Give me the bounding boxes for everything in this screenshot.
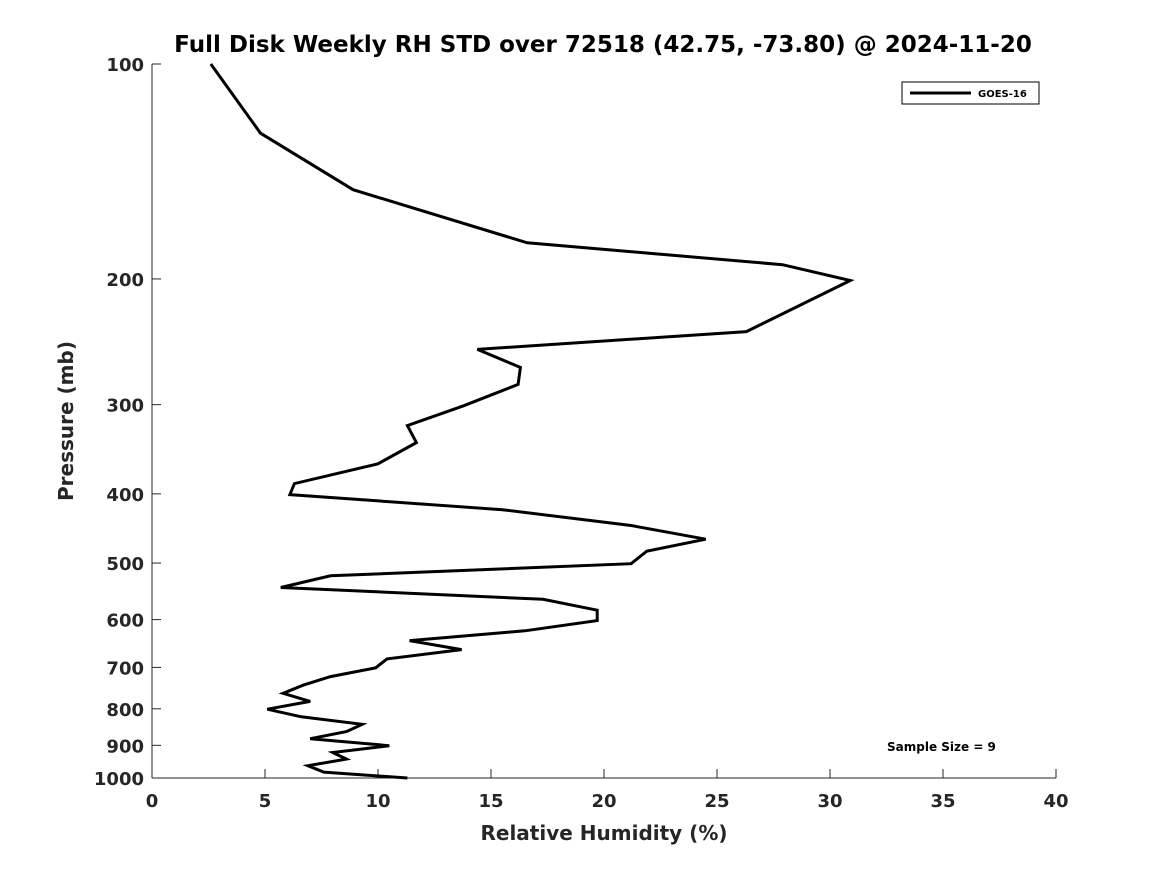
x-axis-ticks: 0 5 10 15 20 25 30 35 40 bbox=[146, 769, 1069, 812]
y-tick-label: 100 bbox=[106, 55, 144, 76]
x-tick-label: 10 bbox=[365, 791, 390, 812]
x-tick-label: 40 bbox=[1043, 791, 1068, 812]
series-line-goes16 bbox=[209, 63, 855, 780]
y-axis-label: Pressure (mb) bbox=[54, 341, 78, 501]
y-tick-label: 300 bbox=[106, 396, 144, 417]
y-tick-label: 800 bbox=[106, 700, 144, 721]
y-axis-ticks: 100 200 300 400 500 600 700 800 900 1000 bbox=[94, 55, 161, 790]
x-tick-label: 35 bbox=[930, 791, 955, 812]
y-tick-label: 400 bbox=[106, 485, 144, 506]
y-tick-label: 500 bbox=[106, 554, 144, 575]
y-tick-label: 700 bbox=[106, 658, 144, 679]
x-tick-label: 25 bbox=[704, 791, 729, 812]
x-tick-label: 15 bbox=[478, 791, 503, 812]
y-tick-label: 600 bbox=[106, 611, 144, 632]
legend-entry-goes16: GOES-16 bbox=[978, 89, 1027, 100]
x-tick-label: 0 bbox=[146, 791, 159, 812]
x-tick-label: 30 bbox=[817, 791, 842, 812]
legend: GOES-16 bbox=[901, 81, 1040, 105]
chart-title: Full Disk Weekly RH STD over 72518 (42.7… bbox=[174, 32, 1032, 58]
y-tick-label: 200 bbox=[106, 270, 144, 291]
y-tick-label: 1000 bbox=[94, 769, 144, 790]
x-tick-label: 5 bbox=[259, 791, 272, 812]
x-axis-label: Relative Humidity (%) bbox=[480, 821, 727, 845]
sample-size-annotation: Sample Size = 9 bbox=[887, 740, 996, 754]
x-tick-label: 20 bbox=[591, 791, 616, 812]
y-tick-label: 900 bbox=[106, 736, 144, 757]
